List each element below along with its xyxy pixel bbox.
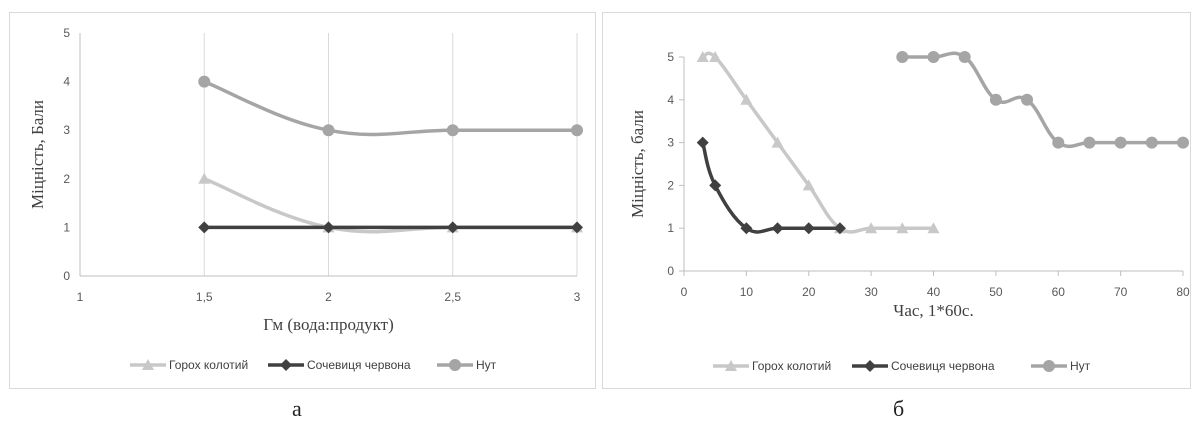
data-point-горох-колотий xyxy=(771,136,784,148)
y-tick-label: 4 xyxy=(667,93,674,107)
data-point-нут xyxy=(927,51,940,63)
data-point-сочевиця-червона xyxy=(802,222,815,235)
legend-item-нут: Нут xyxy=(437,358,497,372)
y-tick-label: 3 xyxy=(667,136,674,150)
x-tick-label: 0 xyxy=(681,285,688,299)
legend-label: Сочевиця червона xyxy=(891,359,995,373)
legend-item-сочевиця-червона: Сочевиця червона xyxy=(268,358,411,372)
data-point-горох-колотий xyxy=(709,51,722,62)
series-line-нут xyxy=(203,79,577,137)
x-tick-label: 40 xyxy=(927,285,941,299)
legend-marker xyxy=(725,360,737,371)
legend-item-нут: Нут xyxy=(1031,359,1091,373)
y-tick-label: 1 xyxy=(667,221,674,235)
data-point-нут xyxy=(1052,136,1065,149)
chart-a: 1 1,5 2 2,5 3 0 1 2 3 4 5 Гм (вода:продукт) Міцність… xyxy=(9,12,596,389)
data-point-горох-колотий xyxy=(865,222,878,234)
x-tick-label: 70 xyxy=(1114,285,1128,299)
data-point-нут xyxy=(958,51,971,63)
data-point-сочевиця-червона xyxy=(571,221,583,234)
data-point-сочевиця-червона xyxy=(696,136,709,149)
x-tick-label: 80 xyxy=(1176,285,1190,299)
y-tick-label: 0 xyxy=(667,264,674,278)
data-point-нут xyxy=(989,93,1002,106)
data-point-нут xyxy=(446,124,459,137)
x-tick-label: 10 xyxy=(740,285,754,299)
data-point-горох-колотий xyxy=(927,222,940,234)
data-point-нут xyxy=(1083,136,1096,149)
data-point-нут xyxy=(1145,136,1158,149)
data-point-сочевиця-червона xyxy=(740,222,753,235)
data-point-сочевиця-червона xyxy=(198,221,211,234)
data-point-нут xyxy=(322,124,335,137)
y-axis-title: Міцність, Бали xyxy=(28,100,47,209)
legend-item-горох-колотий: Горох колотий xyxy=(713,359,831,373)
y-tick-label: 4 xyxy=(63,75,70,89)
figure-label-b: б xyxy=(893,396,905,421)
data-point-сочевиця-червона xyxy=(446,221,459,234)
data-point-нут xyxy=(1177,136,1189,149)
data-point-нут xyxy=(1021,93,1034,106)
legend-item-горох-колотий: Горох колотий xyxy=(130,358,248,372)
legend-label: Нут xyxy=(1070,359,1091,373)
x-tick-label: 1,5 xyxy=(196,290,213,304)
data-point-горох-колотий xyxy=(696,51,709,62)
data-point-сочевиця-червона xyxy=(322,221,335,234)
x-tick-label: 3 xyxy=(574,290,581,304)
y-tick-label: 1 xyxy=(63,220,70,234)
x-axis-title: Час, 1*60с. xyxy=(893,301,973,320)
x-tick-label: 2,5 xyxy=(444,290,461,304)
x-tick-label: 30 xyxy=(864,285,878,299)
series-line-горох-колотий xyxy=(702,51,934,234)
y-axis-title: Міцність, бали xyxy=(628,110,647,218)
legend-marker xyxy=(280,359,292,371)
data-point-горох-колотий xyxy=(802,179,815,191)
series-line-сочевиця-червона xyxy=(701,142,840,234)
chart-b: 0 10 20 30 40 50 60 70 80 0 1 2 3 4 5 Час, 1*60с. Міцніс… xyxy=(602,12,1191,389)
y-tick-label: 5 xyxy=(667,50,674,64)
y-tick-label: 5 xyxy=(63,26,70,40)
data-point-горох-колотий xyxy=(740,93,753,105)
legend-marker xyxy=(1043,360,1055,372)
series-line-нут xyxy=(902,51,1183,149)
data-point-нут xyxy=(198,75,211,88)
data-point-сочевиця-червона xyxy=(709,179,722,192)
legend-marker xyxy=(142,359,154,370)
legend-marker xyxy=(864,360,876,372)
data-point-горох-колотий xyxy=(198,172,211,184)
data-point-сочевиця-червона xyxy=(833,222,846,235)
x-axis-title: Гм (вода:продукт) xyxy=(263,315,394,334)
data-point-нут xyxy=(896,51,909,63)
data-point-нут xyxy=(571,124,583,137)
legend-marker xyxy=(449,359,461,371)
chart-b-svg: 0 10 20 30 40 50 60 70 80 0 1 2 3 4 5 Час, 1*60с. Міцніс… xyxy=(628,50,1190,373)
y-tick-label: 2 xyxy=(667,178,674,192)
legend-label: Нут xyxy=(476,358,497,372)
legend-label: Горох колотий xyxy=(752,359,831,373)
x-tick-label: 20 xyxy=(802,285,816,299)
x-tick-label: 1 xyxy=(77,290,84,304)
legend-label: Горох колотий xyxy=(169,358,248,372)
legend-item-сочевиця-червона: Сочевиця червона xyxy=(852,359,995,373)
x-tick-label: 2 xyxy=(325,290,332,304)
legend-label: Сочевиця червона xyxy=(307,358,411,372)
y-tick-label: 3 xyxy=(63,123,70,137)
figure-label-a: а xyxy=(292,396,302,421)
y-tick-label: 2 xyxy=(63,172,70,186)
y-tick-label: 0 xyxy=(63,269,70,283)
data-point-горох-колотий xyxy=(896,222,909,234)
series-line-горох-колотий xyxy=(203,177,577,234)
x-tick-label: 50 xyxy=(989,285,1003,299)
data-point-сочевиця-червона xyxy=(771,222,784,235)
data-point-нут xyxy=(1114,136,1127,149)
x-tick-label: 60 xyxy=(1052,285,1066,299)
